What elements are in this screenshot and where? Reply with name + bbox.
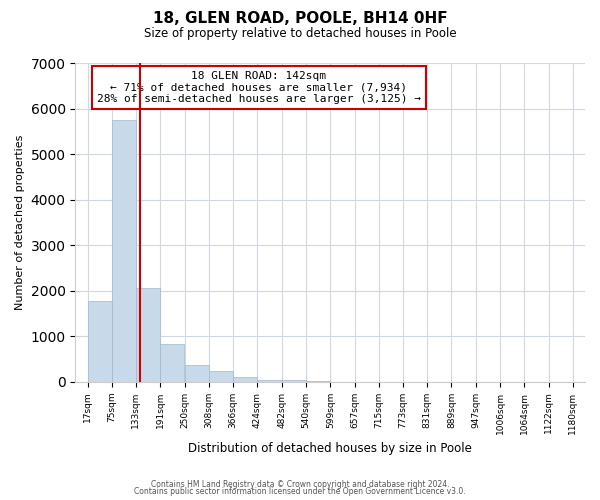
X-axis label: Distribution of detached houses by size in Poole: Distribution of detached houses by size … — [188, 442, 472, 455]
Bar — [88, 300, 112, 382]
Text: Contains HM Land Registry data © Crown copyright and database right 2024.: Contains HM Land Registry data © Crown c… — [151, 480, 449, 489]
Bar — [257, 380, 281, 382]
Bar — [209, 372, 233, 382]
Bar — [233, 377, 257, 382]
Text: 18 GLEN ROAD: 142sqm
← 71% of detached houses are smaller (7,934)
28% of semi-de: 18 GLEN ROAD: 142sqm ← 71% of detached h… — [97, 71, 421, 104]
Text: 18, GLEN ROAD, POOLE, BH14 0HF: 18, GLEN ROAD, POOLE, BH14 0HF — [152, 11, 448, 26]
Text: Contains public sector information licensed under the Open Government Licence v3: Contains public sector information licen… — [134, 487, 466, 496]
Bar — [136, 288, 160, 382]
Bar — [185, 366, 209, 382]
Text: Size of property relative to detached houses in Poole: Size of property relative to detached ho… — [143, 28, 457, 40]
Bar — [112, 120, 136, 382]
Bar — [282, 380, 305, 382]
Y-axis label: Number of detached properties: Number of detached properties — [15, 134, 25, 310]
Bar — [160, 344, 184, 382]
